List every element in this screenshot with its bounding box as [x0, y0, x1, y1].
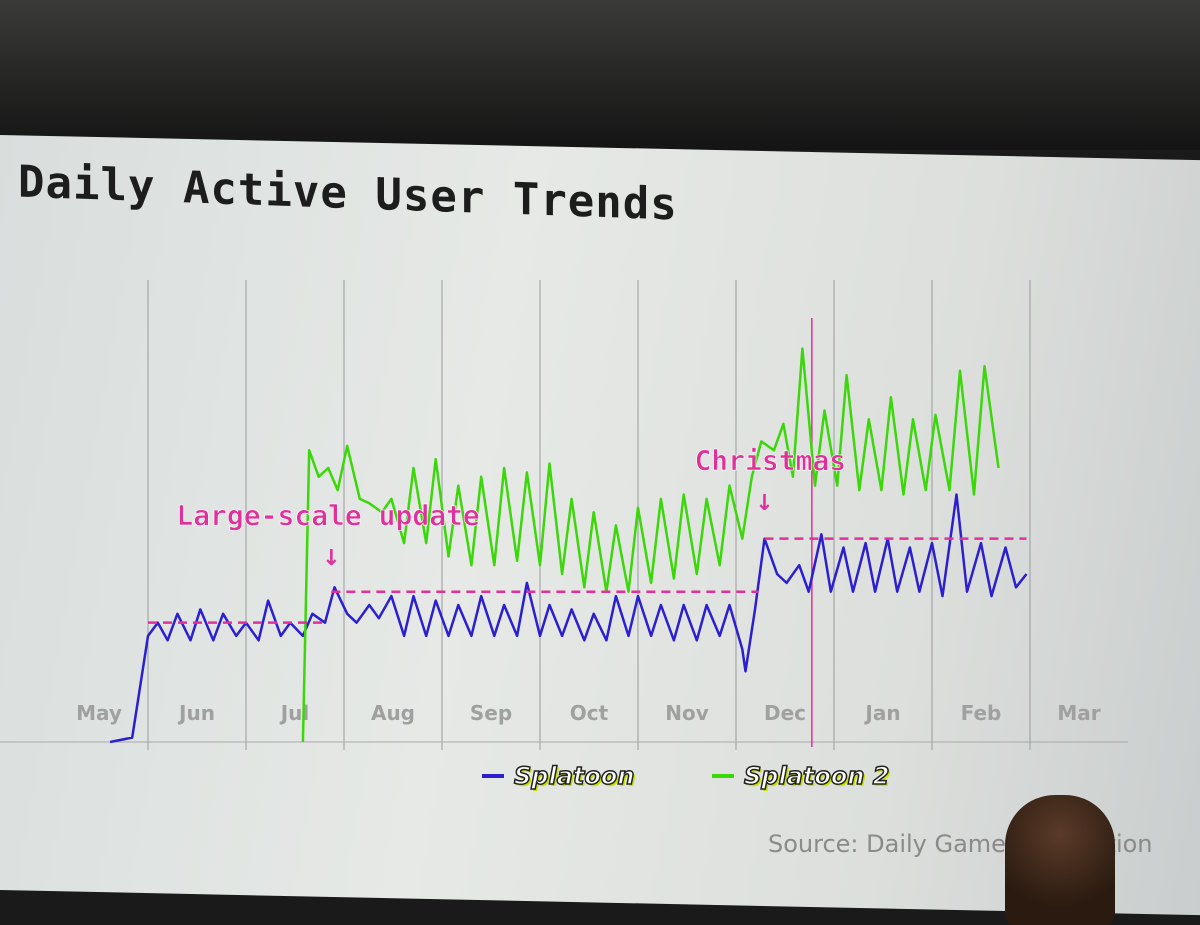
x-tick-label: Oct: [570, 701, 609, 725]
annotation-arrow-icon: ↓: [322, 546, 340, 571]
x-tick-label: Jun: [177, 701, 215, 725]
x-tick-label: Dec: [764, 701, 806, 725]
splatoon-logo: Splatoon: [513, 761, 635, 791]
legend-item-splatoon: Splatoon: [482, 761, 635, 791]
splatoon-line: [109, 493, 1028, 744]
room-ceiling: [0, 0, 1200, 150]
x-tick-label: Nov: [665, 701, 709, 725]
x-tick-label: May: [76, 701, 122, 725]
legend-swatch-splatoon2: [712, 774, 734, 778]
splatoon2-logo: Splatoon 2: [743, 761, 890, 791]
x-tick-label: Aug: [371, 701, 415, 725]
annotation-label: Large-scale update: [176, 499, 479, 532]
x-tick-label: Sep: [470, 701, 512, 725]
x-tick-label: Mar: [1057, 701, 1100, 725]
x-tick-label: Jan: [863, 701, 900, 725]
dau-line-chart: May Jun Jul Aug Sep Oct Nov Dec Jan Feb MarLarge-s…: [0, 280, 1128, 750]
legend-item-splatoon2: Splatoon 2: [712, 761, 890, 791]
annotation-arrow-icon: ↓: [755, 491, 773, 516]
audience-member-head: [1005, 795, 1115, 925]
annotation-label: Christmas: [694, 444, 846, 477]
splatoon2-line: [301, 347, 1000, 743]
x-tick-label: Feb: [961, 701, 1002, 725]
legend-swatch-splatoon: [482, 774, 504, 778]
